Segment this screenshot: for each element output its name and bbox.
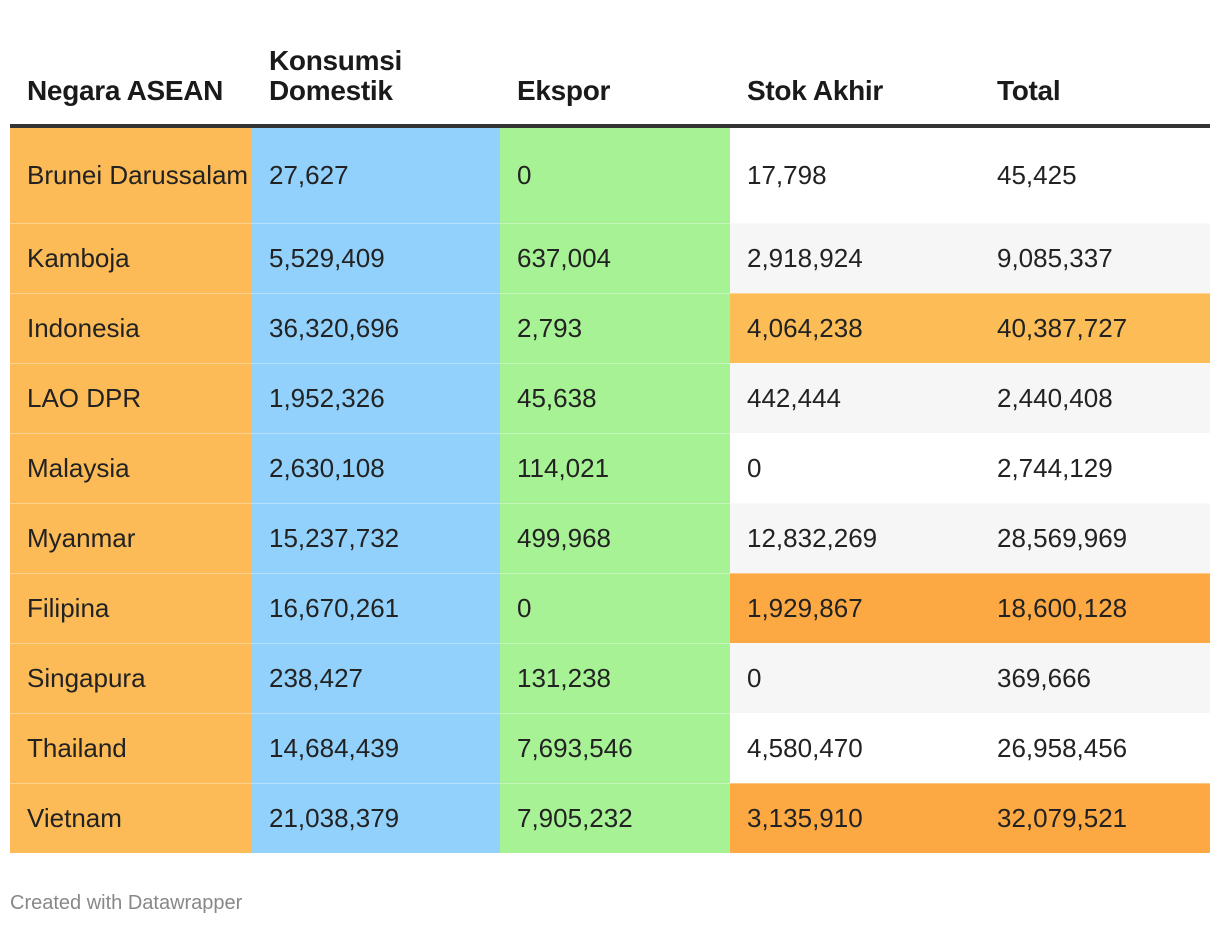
cell-ekspor: 7,905,232 [500, 782, 730, 853]
cell-total: 40,387,727 [980, 292, 1210, 363]
cell-stok-akhir: 442,444 [730, 362, 980, 433]
cell-konsumsi: 238,427 [252, 642, 500, 713]
cell-stok-akhir: 4,064,238 [730, 292, 980, 363]
cell-country: Indonesia [10, 292, 252, 363]
table-row: Filipina 16,670,261 0 1,929,867 18,600,128 [10, 572, 1210, 643]
cell-konsumsi: 14,684,439 [252, 712, 500, 783]
table-row: Brunei Darussalam 27,627 0 17,798 45,425 [10, 125, 1210, 223]
cell-ekspor: 131,238 [500, 642, 730, 713]
column-header-ekspor[interactable]: Ekspor [500, 40, 730, 128]
cell-konsumsi: 27,627 [252, 125, 500, 223]
table-row: Malaysia 2,630,108 114,021 0 2,744,129 [10, 432, 1210, 503]
cell-country: Vietnam [10, 782, 252, 853]
cell-country: Myanmar [10, 502, 252, 573]
cell-country: Kamboja [10, 222, 252, 293]
column-header-negara[interactable]: Negara ASEAN [10, 40, 252, 128]
cell-total: 369,666 [980, 642, 1210, 713]
table-row: Indonesia 36,320,696 2,793 4,064,238 40,387,… [10, 292, 1210, 363]
cell-ekspor: 499,968 [500, 502, 730, 573]
table-row: Vietnam 21,038,379 7,905,232 3,135,910 32,07… [10, 782, 1210, 853]
cell-country: Singapura [10, 642, 252, 713]
table-row: Singapura 238,427 131,238 0 369,666 [10, 642, 1210, 713]
cell-total: 45,425 [980, 125, 1210, 223]
cell-total: 9,085,337 [980, 222, 1210, 293]
cell-total: 28,569,969 [980, 502, 1210, 573]
cell-country: Thailand [10, 712, 252, 783]
cell-stok-akhir: 12,832,269 [730, 502, 980, 573]
data-table-container: Negara ASEAN Konsumsi Domestik Ekspor St… [10, 40, 1210, 853]
cell-total: 2,744,129 [980, 432, 1210, 503]
datawrapper-credit: Created with Datawrapper [10, 892, 243, 914]
cell-ekspor: 0 [500, 125, 730, 223]
cell-country: Brunei Darussalam [10, 125, 252, 223]
column-header-stok[interactable]: Stok Akhir [730, 40, 980, 128]
cell-stok-akhir: 0 [730, 642, 980, 713]
cell-stok-akhir: 1,929,867 [730, 572, 980, 643]
cell-konsumsi: 2,630,108 [252, 432, 500, 503]
cell-country: LAO DPR [10, 362, 252, 433]
cell-ekspor: 2,793 [500, 292, 730, 363]
table-body: Brunei Darussalam 27,627 0 17,798 45,425 Kamb… [10, 125, 1210, 853]
table-row: LAO DPR 1,952,326 45,638 442,444 2,440,408 [10, 362, 1210, 433]
table-row: Myanmar 15,237,732 499,968 12,832,269 28,569… [10, 502, 1210, 573]
cell-total: 2,440,408 [980, 362, 1210, 433]
table-row: Kamboja 5,529,409 637,004 2,918,924 9,085,33… [10, 222, 1210, 293]
cell-country: Filipina [10, 572, 252, 643]
cell-konsumsi: 21,038,379 [252, 782, 500, 853]
cell-ekspor: 0 [500, 572, 730, 643]
cell-konsumsi: 16,670,261 [252, 572, 500, 643]
column-header-konsumsi[interactable]: Konsumsi Domestik [252, 40, 500, 128]
data-table: Negara ASEAN Konsumsi Domestik Ekspor St… [10, 40, 1210, 853]
cell-konsumsi: 15,237,732 [252, 502, 500, 573]
table-row: Thailand 14,684,439 7,693,546 4,580,470 26,9… [10, 712, 1210, 783]
cell-country: Malaysia [10, 432, 252, 503]
cell-total: 32,079,521 [980, 782, 1210, 853]
cell-ekspor: 114,021 [500, 432, 730, 503]
table-header-row: Negara ASEAN Konsumsi Domestik Ekspor St… [10, 40, 1210, 128]
cell-stok-akhir: 0 [730, 432, 980, 503]
column-header-total[interactable]: Total [980, 40, 1210, 128]
cell-ekspor: 7,693,546 [500, 712, 730, 783]
cell-total: 26,958,456 [980, 712, 1210, 783]
cell-ekspor: 637,004 [500, 222, 730, 293]
cell-stok-akhir: 17,798 [730, 125, 980, 223]
cell-konsumsi: 5,529,409 [252, 222, 500, 293]
cell-stok-akhir: 3,135,910 [730, 782, 980, 853]
cell-stok-akhir: 4,580,470 [730, 712, 980, 783]
cell-ekspor: 45,638 [500, 362, 730, 433]
cell-total: 18,600,128 [980, 572, 1210, 643]
cell-konsumsi: 1,952,326 [252, 362, 500, 433]
cell-stok-akhir: 2,918,924 [730, 222, 980, 293]
cell-konsumsi: 36,320,696 [252, 292, 500, 363]
